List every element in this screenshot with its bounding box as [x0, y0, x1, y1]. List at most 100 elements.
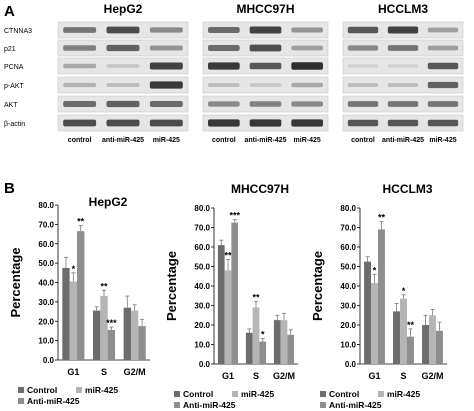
protein-band: [249, 83, 282, 87]
bar: [280, 320, 288, 364]
legend-label: miR-425: [387, 389, 420, 399]
blot-title: HepG2: [104, 2, 143, 16]
y-tick-label: 70.0: [340, 224, 356, 233]
significance-label: *: [261, 330, 265, 340]
significance-label: *: [72, 264, 76, 274]
chart-title: HepG2: [89, 195, 128, 209]
y-tick-label: 60.0: [340, 243, 356, 252]
protein-label: CTNNA3: [4, 28, 32, 35]
significance-label: *: [402, 286, 406, 296]
bar: [62, 267, 70, 360]
protein-band: [427, 119, 459, 127]
bar: [400, 298, 407, 364]
protein-band: [427, 27, 459, 33]
protein-band: [347, 83, 379, 87]
y-tick-label: 70.0: [194, 224, 210, 233]
blot-title: HCCLM3: [378, 2, 428, 16]
lane-label: miR-425: [429, 137, 456, 144]
protein-band: [249, 26, 282, 34]
y-tick-label: 10.0: [194, 341, 210, 350]
y-tick-label: 40.0: [38, 279, 54, 288]
legend-label: Anti-miR-425: [27, 396, 80, 406]
protein-band: [387, 119, 419, 127]
lane-label: anti-miR-425: [382, 137, 424, 144]
protein-band: [291, 62, 323, 70]
legend-label: Control: [183, 389, 213, 399]
bar: [364, 261, 372, 364]
protein-band: [208, 45, 240, 51]
legend-label: miR-425: [241, 389, 274, 399]
protein-band: [208, 119, 240, 127]
protein-band: [291, 119, 323, 127]
y-axis-label: Percentage: [164, 251, 179, 321]
protein-label: p21: [4, 46, 16, 53]
significance-label: **: [378, 213, 386, 223]
panel-a-western-blots: A CTNNA3 p21 PCNA p-AKT AKT β-actin HepG2 contro…: [4, 2, 464, 144]
protein-band: [387, 101, 419, 107]
lane-label: control: [68, 137, 92, 144]
lane-label: miR-425: [153, 137, 180, 144]
y-tick-label: 40.0: [340, 282, 356, 291]
bar: [92, 310, 101, 360]
bar: [231, 222, 239, 364]
protein-label: AKT: [4, 102, 18, 109]
y-tick-label: 50.0: [194, 263, 210, 272]
protein-band: [427, 101, 459, 107]
protein-band: [208, 101, 240, 107]
protein-band: [106, 119, 140, 127]
legend-swatch: [174, 391, 180, 397]
y-tick-label: 30.0: [38, 298, 54, 307]
significance-label: *: [373, 265, 377, 275]
panel-b-cell-cycle-charts: B HepG2 Percentage 0.0 10.0 20.0 30.0 40.0 50.0 6…: [4, 180, 447, 410]
legend-label: Control: [27, 385, 57, 395]
legend-swatch: [232, 391, 238, 397]
bar: [217, 245, 225, 364]
protein-band: [63, 101, 97, 107]
protein-band: [106, 83, 140, 87]
bar: [123, 307, 131, 360]
lane-label: anti-miR-425: [102, 137, 144, 144]
chart-2: HCCLM3 Percentage 0.0 10.0 20.0 30.0 40.0 50.0 6…: [310, 182, 447, 410]
bar: [435, 330, 443, 364]
protein-label: PCNA: [4, 64, 24, 71]
protein-band: [291, 45, 323, 51]
bar: [371, 283, 378, 364]
protein-band: [149, 27, 183, 33]
protein-band: [249, 119, 282, 127]
y-tick-label: 60.0: [38, 240, 54, 249]
protein-band: [347, 64, 379, 68]
protein-band: [149, 45, 183, 51]
significance-label: **: [224, 251, 232, 261]
protein-band: [427, 45, 459, 51]
y-tick-label: 10.0: [38, 337, 54, 346]
legend-swatch: [18, 387, 24, 393]
bar: [273, 320, 281, 364]
protein-band: [106, 64, 140, 68]
protein-band: [208, 62, 240, 70]
y-tick-label: 0.0: [43, 356, 55, 365]
protein-band: [347, 26, 379, 34]
legend-label: Anti-miR-425: [183, 400, 236, 410]
legend-swatch: [320, 391, 326, 397]
y-tick-label: 50.0: [38, 259, 54, 268]
protein-band: [387, 45, 419, 51]
bar: [287, 334, 295, 364]
y-tick-label: 0.0: [345, 360, 357, 369]
legend-label: Control: [329, 389, 359, 399]
bar: [422, 325, 430, 364]
significance-label: **: [252, 293, 260, 303]
x-tick-label: S: [101, 367, 107, 377]
protein-band: [387, 26, 419, 34]
lane-label: control: [351, 137, 375, 144]
y-tick-label: 80.0: [38, 201, 54, 210]
chart-title: MHCC97H: [231, 182, 289, 196]
y-tick-label: 30.0: [194, 302, 210, 311]
chart-0: HepG2 Percentage 0.0 10.0 20.0 30.0 40.0 50.0 60…: [8, 195, 150, 406]
legend-swatch: [378, 391, 384, 397]
protein-band: [149, 81, 183, 89]
bar: [245, 332, 253, 364]
panel-a-letter: A: [4, 3, 15, 20]
protein-band: [63, 27, 97, 33]
protein-band: [249, 44, 282, 52]
